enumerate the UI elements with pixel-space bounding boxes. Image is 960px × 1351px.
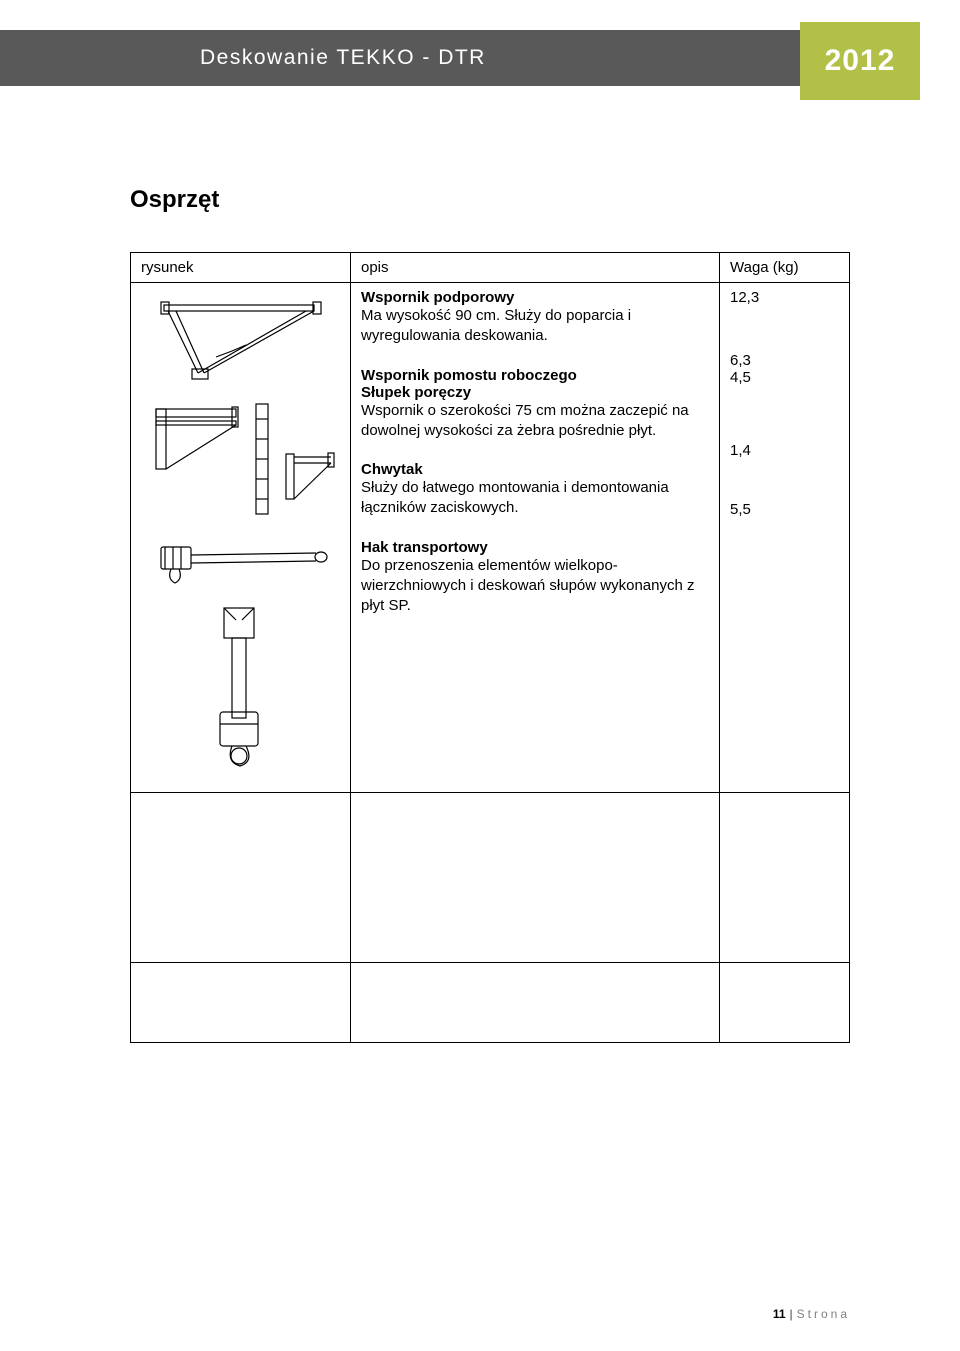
item-title: Chwytak (361, 461, 709, 478)
item-title: Wspornik podporowy (361, 289, 709, 306)
table-row: Wspornik podporowy Ma wysokość 90 cm. Sł… (131, 283, 850, 793)
weight-value: 6,3 (730, 352, 839, 369)
table-row-empty (131, 793, 850, 963)
item-block: Hak transportowy Do przenoszenia element… (361, 539, 709, 617)
sketch-wspornik-pomostu (146, 399, 336, 519)
sketch-wspornik-podporowy (156, 295, 326, 385)
weight-value: 4,5 (730, 369, 839, 386)
equipment-table: rysunek opis Waga (kg) (130, 252, 850, 1043)
section-title: Osprzęt (130, 186, 850, 214)
page-number: 11 (773, 1307, 786, 1321)
col-header-opis: opis (351, 253, 720, 283)
sketch-hak-transportowy (196, 602, 286, 772)
item-desc: Do przenoszenia elementów wielkopo-wierz… (361, 556, 709, 617)
empty-cell (351, 963, 720, 1043)
description-cell: Wspornik podporowy Ma wysokość 90 cm. Sł… (351, 283, 720, 793)
header-title: Deskowanie TEKKO - DTR (0, 30, 820, 86)
weight-cell: 12,3 6,3 4,5 1,4 5,5 (720, 283, 850, 793)
drawing-cell (131, 283, 351, 793)
col-header-waga: Waga (kg) (720, 253, 850, 283)
item-block: Chwytak Służy do łatwego montowania i de… (361, 461, 709, 519)
item-title: Hak transportowy (361, 539, 709, 556)
item-desc: Ma wysokość 90 cm. Służy do poparcia i w… (361, 306, 709, 347)
weight-value: 5,5 (730, 501, 839, 518)
page-footer: 11 | Strona (773, 1307, 850, 1321)
footer-separator: | (790, 1307, 793, 1321)
footer-label: Strona (797, 1307, 850, 1321)
item-desc: Służy do łatwego montowania i demontowan… (361, 478, 709, 519)
empty-cell (720, 963, 850, 1043)
item-block: Wspornik podporowy Ma wysokość 90 cm. Sł… (361, 289, 709, 347)
item-desc: Wspornik o szerokości 75 cm można zaczep… (361, 401, 709, 442)
empty-cell (131, 793, 351, 963)
sketch-chwytak (151, 533, 331, 588)
empty-cell (720, 793, 850, 963)
empty-cell (351, 793, 720, 963)
header-year-badge: 2012 (800, 22, 920, 100)
item-block: Wspornik pomostu roboczego Słupek poręcz… (361, 367, 709, 442)
col-header-rysunek: rysunek (131, 253, 351, 283)
table-header-row: rysunek opis Waga (kg) (131, 253, 850, 283)
weight-value: 1,4 (730, 442, 839, 459)
page-header: Deskowanie TEKKO - DTR 2012 (0, 30, 960, 86)
item-title: Wspornik pomostu roboczego Słupek poręcz… (361, 367, 709, 401)
weight-value: 12,3 (730, 289, 839, 306)
empty-cell (131, 963, 351, 1043)
table-row-empty (131, 963, 850, 1043)
